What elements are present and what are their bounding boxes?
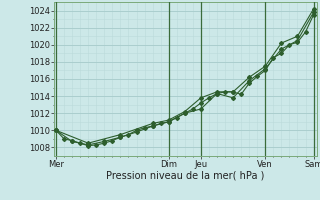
- X-axis label: Pression niveau de la mer( hPa ): Pression niveau de la mer( hPa ): [107, 171, 265, 181]
